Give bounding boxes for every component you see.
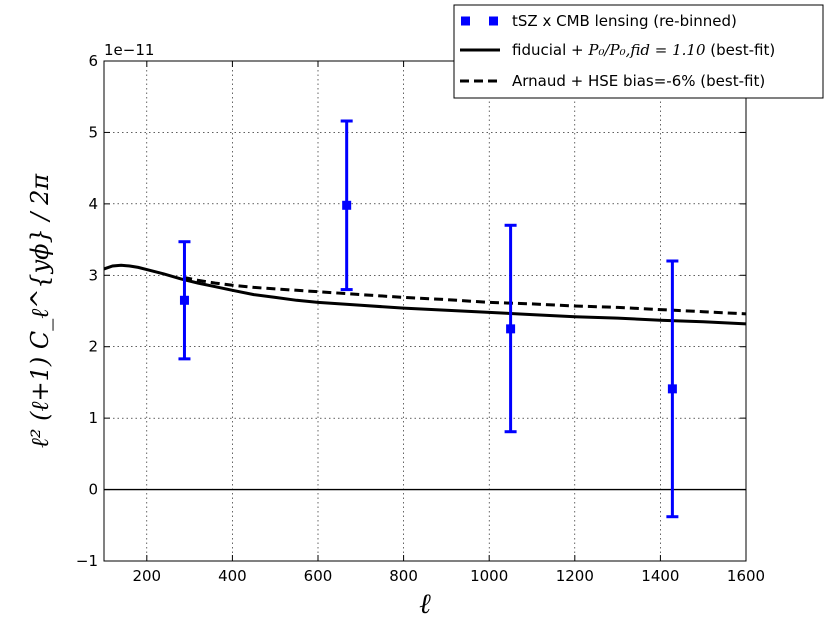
x-tick-label: 600 [304, 567, 333, 585]
legend-marker [489, 16, 498, 26]
data-point [667, 384, 677, 394]
y-axis-label: ℓ² (ℓ+1) C_ℓ^{yϕ} / 2π [26, 173, 54, 449]
y-tick-label: 1 [88, 409, 98, 427]
y-tick-label: 5 [88, 123, 98, 141]
fiducial-line [103, 263, 747, 326]
x-tick-label: 1000 [470, 567, 508, 585]
data-point [342, 200, 352, 210]
legend-label: fiducial + P₀/P₀,fid = 1.10 (best-fit) [512, 41, 775, 59]
y-tick-label: 2 [88, 338, 98, 356]
x-tick-label: 1400 [641, 567, 679, 585]
series-lines [103, 263, 747, 326]
y-tick-label: 3 [88, 266, 98, 284]
y-axis-offset-label: 1e−11 [104, 41, 154, 59]
y-tick-label: 4 [88, 195, 98, 213]
errorbar-series [178, 119, 679, 519]
legend-marker [461, 16, 470, 26]
y-tick-labels: −1 0 1 2 3 4 5 6 [76, 52, 98, 570]
y-tick-label: 6 [88, 52, 98, 70]
legend: tSZ x CMB lensing (re-binned) fiducial + … [453, 4, 824, 99]
legend-label: tSZ x CMB lensing (re-binned) [512, 12, 737, 30]
data-point [179, 295, 189, 305]
data-point [506, 324, 516, 334]
x-tick-labels: 200 400 600 800 1000 1200 1400 1600 [132, 567, 765, 585]
plot-frame [103, 60, 747, 562]
legend-label: Arnaud + HSE bias=-6% (best-fit) [512, 72, 765, 90]
x-tick-label: 200 [132, 567, 161, 585]
x-tick-label: 400 [218, 567, 247, 585]
x-tick-label: 1200 [556, 567, 594, 585]
x-axis-label: ℓ [419, 587, 431, 620]
x-tick-label: 1600 [727, 567, 765, 585]
y-tick-label: 0 [88, 481, 98, 499]
x-tick-label: 800 [389, 567, 418, 585]
y-tick-label: −1 [76, 552, 98, 570]
arnaud-line [182, 275, 747, 316]
legend-box [453, 4, 824, 99]
